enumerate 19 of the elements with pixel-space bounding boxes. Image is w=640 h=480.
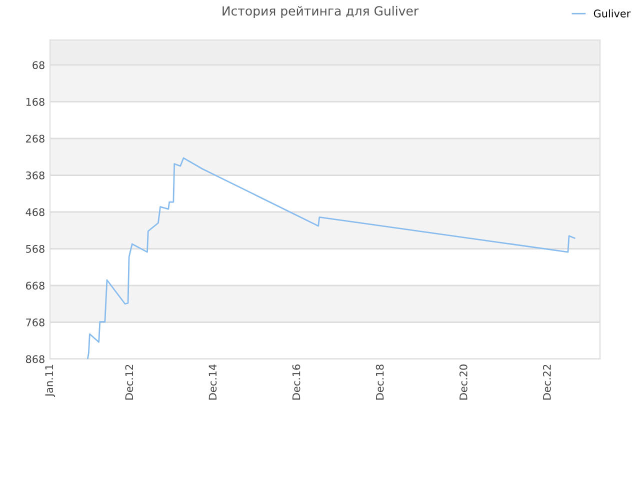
y-tick-label: 468 — [26, 208, 44, 216]
chart-title: История рейтинга для Guliver — [222, 6, 419, 18]
x-tick-label: Dec.12 — [125, 364, 134, 400]
y-tick-label: 668 — [26, 282, 44, 290]
x-tick-label: Jan.11 — [45, 364, 55, 398]
y-tick-label: 768 — [26, 318, 44, 326]
x-tick-label: Dec.20 — [459, 364, 468, 400]
x-tick-label: Dec.16 — [292, 364, 300, 400]
x-tick-label: Dec.18 — [376, 364, 384, 400]
line-series — [86, 157, 576, 359]
legend-label: Guliver — [594, 9, 631, 18]
y-tick-label: 568 — [26, 244, 44, 253]
y-tick-label: 868 — [26, 355, 44, 364]
y-tick-label: 368 — [26, 171, 44, 180]
y-tick-label: 168 — [26, 98, 44, 106]
x-tick-label: Dec.14 — [208, 364, 217, 400]
x-tick-label: Dec.22 — [542, 364, 551, 400]
y-tick-label: 268 — [26, 134, 44, 143]
y-tick-label: 68 — [32, 61, 44, 70]
